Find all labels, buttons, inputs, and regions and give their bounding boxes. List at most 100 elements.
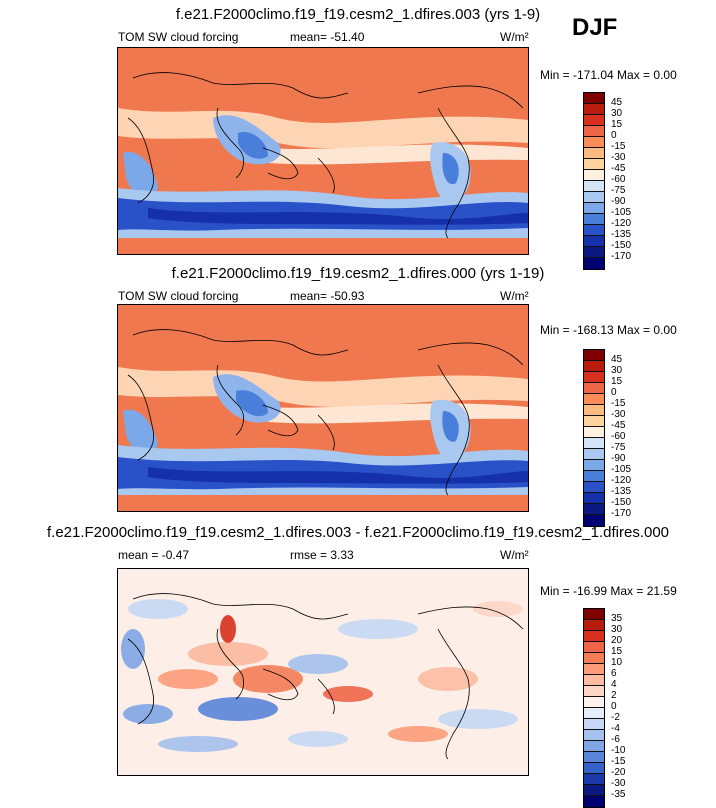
colorbar-tick: -60	[611, 431, 626, 442]
panel3-mean: mean = -0.47	[118, 548, 190, 562]
panel3-title: f.e21.F2000climo.f19_f19.cesm2_1.dfires.…	[46, 524, 670, 541]
colorbar-tick: 0	[611, 701, 617, 712]
colorbar-tick: 0	[611, 130, 617, 141]
colorbar-tick: -120	[611, 218, 632, 229]
colorbar-tick: -90	[611, 453, 626, 464]
colorbar-tick: 4	[611, 679, 617, 690]
panel1-colorbar-cell	[584, 93, 604, 104]
panel2-colorbar-cell	[584, 405, 604, 416]
colorbar-tick: -90	[611, 196, 626, 207]
panel2-colorbar-cell	[584, 350, 604, 361]
panel3-rmse: rmse = 3.33	[290, 548, 354, 562]
colorbar-tick: -4	[611, 723, 620, 734]
colorbar-tick: -30	[611, 409, 626, 420]
panel3-colorbar-cell	[584, 796, 604, 807]
colorbar-tick: 35	[611, 613, 623, 624]
panel3-colorbar-cell	[584, 675, 604, 686]
panel1-mean: mean= -51.40	[290, 30, 365, 44]
panel2-colorbar-cell	[584, 394, 604, 405]
colorbar-tick: -135	[611, 229, 632, 240]
panel2-map	[117, 304, 529, 512]
colorbar-tick: -45	[611, 420, 626, 431]
panel3-colorbar-cell	[584, 609, 604, 620]
panel2-colorbar-ticks: 45 30 15 0 -15 -30 -45 -60 -75 -90 -105 …	[611, 354, 631, 519]
colorbar-tick: -135	[611, 486, 632, 497]
colorbar-tick: -20	[611, 767, 626, 778]
panel1-colorbar-cell	[584, 247, 604, 258]
panel3-colorbar-cell	[584, 631, 604, 642]
colorbar-tick: -105	[611, 464, 632, 475]
panel2-colorbar-cell	[584, 515, 604, 526]
panel2-colorbar-cell	[584, 383, 604, 394]
colorbar-tick: -15	[611, 141, 626, 152]
panel1-minmax: Min = -171.04 Max = 0.00	[540, 68, 677, 82]
panel1-map	[117, 47, 529, 255]
colorbar-tick: -15	[611, 756, 626, 767]
panel1-colorbar-cell	[584, 148, 604, 159]
panel2-colorbar-cell	[584, 482, 604, 493]
panel3-colorbar-cell	[584, 774, 604, 785]
panel3-map	[117, 568, 529, 776]
panel1-colorbar-cell	[584, 225, 604, 236]
panel3-colorbar-cell	[584, 620, 604, 631]
colorbar-tick: 2	[611, 690, 617, 701]
panel1-colorbar-cell	[584, 115, 604, 126]
panel3-colorbar-cell	[584, 785, 604, 796]
panel2-colorbar-cell	[584, 416, 604, 427]
panel1-colorbar-cell	[584, 214, 604, 225]
panel3-minmax: Min = -16.99 Max = 21.59	[540, 584, 677, 598]
colorbar-tick: 30	[611, 108, 623, 119]
panel1-colorbar-cell	[584, 159, 604, 170]
panel3-colorbar-cell	[584, 686, 604, 697]
colorbar-tick: 6	[611, 668, 617, 679]
colorbar-tick: -2	[611, 712, 620, 723]
colorbar-tick: -30	[611, 778, 626, 789]
colorbar-tick: -10	[611, 745, 626, 756]
colorbar-tick: -6	[611, 734, 620, 745]
panel1-colorbar-cell	[584, 192, 604, 203]
colorbar-tick: -60	[611, 174, 626, 185]
panel3-colorbar-cell	[584, 664, 604, 675]
colorbar-tick: -150	[611, 497, 632, 508]
panel2-colorbar-cell	[584, 504, 604, 515]
panel2-colorbar-cell	[584, 361, 604, 372]
panel2-mean: mean= -50.93	[290, 289, 365, 303]
panel3-units: W/m²	[500, 548, 529, 562]
panel3-colorbar-cell	[584, 697, 604, 708]
panel1-colorbar-cell	[584, 137, 604, 148]
colorbar-tick: 30	[611, 365, 623, 376]
panel2-colorbar-cell	[584, 493, 604, 504]
panel3-colorbar	[583, 608, 605, 808]
panel2-colorbar-cell	[584, 427, 604, 438]
panel1-title: f.e21.F2000climo.f19_f19.cesm2_1.dfires.…	[175, 6, 541, 23]
panel3-colorbar-cell	[584, 708, 604, 719]
colorbar-tick: -45	[611, 163, 626, 174]
panel1-colorbar-cell	[584, 104, 604, 115]
panel1-colorbar-cell	[584, 170, 604, 181]
panel1-colorbar-cell	[584, 126, 604, 137]
panel1-colorbar-cell	[584, 258, 604, 269]
panel2-units: W/m²	[500, 289, 529, 303]
colorbar-tick: -150	[611, 240, 632, 251]
panel1-map-graphic	[118, 48, 528, 254]
panel3-colorbar-cell	[584, 763, 604, 774]
colorbar-tick: -75	[611, 442, 626, 453]
colorbar-tick: 45	[611, 97, 623, 108]
panel2-colorbar	[583, 349, 605, 527]
colorbar-tick: 10	[611, 657, 623, 668]
colorbar-tick: -35	[611, 789, 626, 800]
panel3-colorbar-cell	[584, 653, 604, 664]
panel3-map-graphic	[118, 569, 528, 775]
panel3-colorbar-cell	[584, 752, 604, 763]
colorbar-tick: 15	[611, 376, 623, 387]
colorbar-tick: -15	[611, 398, 626, 409]
panel3-colorbar-ticks: 35 30 20 15 10 6 4 2 0 -2 -4 -6 -10 -15 …	[611, 613, 625, 800]
colorbar-tick: 20	[611, 635, 623, 646]
panel1-units: W/m²	[500, 30, 529, 44]
colorbar-tick: -170	[611, 508, 632, 519]
panel1-colorbar-cell	[584, 236, 604, 247]
colorbar-tick: 15	[611, 119, 623, 130]
colorbar-tick: -75	[611, 185, 626, 196]
season-label: DJF	[572, 14, 618, 41]
colorbar-tick: 30	[611, 624, 623, 635]
